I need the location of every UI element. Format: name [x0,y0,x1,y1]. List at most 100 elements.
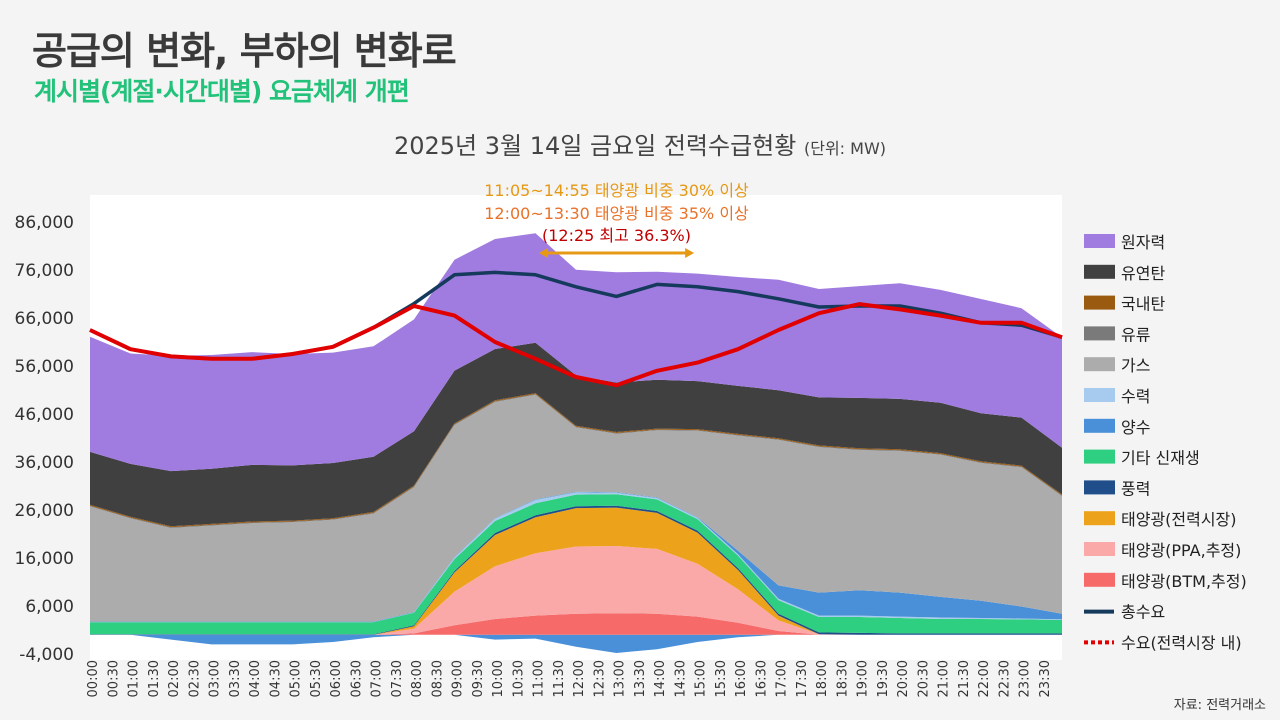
x-tick-label: 04:30 [268,660,283,697]
x-tick-label: 06:30 [349,660,364,697]
x-tick-label: 21:30 [957,660,972,697]
x-tick-label: 21:00 [937,660,952,697]
x-tick-label: 16:00 [734,660,749,697]
area-nuclear [90,233,1062,472]
area-pumped [90,634,1062,653]
page-subtitle: 계시별(계절·시간대별) 요금체계 개편 [34,77,410,106]
x-tick-label: 15:00 [694,660,709,697]
x-tick-label: 08:30 [430,660,445,697]
legend-label-market_demand: 수요(전력시장 내) [1121,633,1242,652]
x-tick-label: 12:00 [572,660,587,697]
area-pumped_gen [90,491,1062,623]
area-coal [90,342,1062,527]
x-tick-label: 18:00 [815,660,830,697]
area-solar_ppa [90,546,1062,635]
demand-lines [89,270,1063,388]
x-tick-label: 23:30 [1038,660,1053,697]
legend-swatch-solar_ppa [1084,542,1115,556]
legend-label-nuclear: 원자력 [1121,233,1165,252]
x-tick-label: 19:30 [876,660,891,697]
x-tick-label: 17:00 [775,660,790,697]
area-solar_market [90,507,1062,635]
page-title: 공급의 변화, 부하의 변화로 [32,29,457,73]
y-tick-label: 66,000 [15,309,74,329]
solar-annotation: 11:05~14:55 태양광 비중 30% 이상 12:00~13:30 태양… [484,181,749,258]
legend-label-total_demand: 총수요 [1121,603,1165,622]
x-tick-label: 03:30 [228,660,243,697]
x-tick-label: 20:00 [896,660,911,697]
x-tick-label: 02:00 [167,660,182,697]
annotation-line-3: (12:25 최고 36.3%) [542,226,691,245]
legend-swatch-other_renew [1084,449,1115,464]
x-tick-label: 01:00 [127,660,142,697]
x-tick-label: 02:30 [187,660,202,697]
annotation-line-1: 11:05~14:55 태양광 비중 30% 이상 [484,181,749,200]
y-tick-label: 6,000 [25,597,74,617]
x-tick-label: 22:30 [997,660,1012,697]
annotation-arrow-head-left [538,248,548,258]
x-tick-label: 18:30 [835,660,850,697]
legend-label-coal: 유연탄 [1121,264,1165,283]
legend-swatch-anthracite [1084,295,1115,310]
y-tick-label: 26,000 [15,501,74,521]
chart-title: 2025년 3월 14일 금요일 전력수급현황 (단위: MW) [0,126,1280,161]
legend-swatch-solar_btm [1084,572,1115,587]
x-tick-label: 15:30 [714,660,729,697]
x-tick-label: 01:30 [147,660,162,697]
legend-label-other_renew: 기타 신재생 [1121,449,1200,468]
legend-swatch-nuclear [1084,234,1115,248]
x-tick-label: 11:30 [552,660,567,697]
chart-title-text: 2025년 3월 14일 금요일 전력수급현황 [393,132,797,160]
y-tick-label: 46,000 [15,405,74,425]
legend-label-solar_ppa: 태양광(PPA,추정) [1121,541,1241,560]
x-tick-label: 11:00 [532,660,547,697]
x-tick-label: 16:30 [754,660,769,697]
x-tick-label: 23:00 [1018,660,1033,697]
area-layers [90,233,1062,653]
y-tick-label: 76,000 [15,261,74,281]
area-lng [90,394,1062,622]
x-tick-label: 17:30 [795,660,810,697]
x-tick-label: 06:00 [329,660,344,697]
x-tick-label: 03:00 [208,660,223,697]
legend-label-hydro: 수력 [1121,387,1150,406]
x-tick-label: 04:00 [248,660,263,697]
legend-label-solar_btm: 태양광(BTM,추정) [1121,572,1247,591]
x-tick-label: 19:00 [856,660,871,697]
x-tick-label: 00:00 [86,660,101,697]
legend-label-oil: 유류 [1121,325,1150,344]
legend-swatch-lng [1084,357,1115,372]
x-tick-label: 14:00 [653,660,668,697]
legend-label-anthracite: 국내탄 [1121,295,1165,314]
y-tick-label: 56,000 [15,357,74,377]
y-tick-label: 16,000 [15,549,74,569]
y-tick-label: 86,000 [15,213,74,233]
legend-label-wind: 풍력 [1121,479,1150,498]
y-axis: 86,000 76,000 66,000 56,000 46,000 36,000 26,0… [15,213,74,665]
x-tick-label: 10:30 [511,660,526,697]
annotation-arrow-head-right [685,248,695,258]
legend-swatch-hydro [1084,388,1115,402]
x-tick-label: 07:00 [370,660,385,697]
x-tick-label: 00:30 [106,660,121,697]
x-tick-label: 13:00 [613,660,628,697]
x-tick-label: 13:30 [633,660,648,697]
y-tick-label: 36,000 [15,453,74,473]
line-market_demand [89,302,1063,388]
x-tick-label: 22:00 [977,660,992,697]
annotation-line-2: 12:00~13:30 태양광 비중 35% 이상 [484,204,749,223]
legend-swatch-wind [1084,480,1115,495]
x-tick-label: 09:00 [451,660,466,697]
x-tick-label: 07:30 [390,660,405,697]
area-solar_btm [90,613,1062,635]
x-tick-label: 10:00 [491,660,506,697]
x-tick-label: 08:00 [410,660,425,697]
legend-swatch-coal [1084,264,1115,279]
y-tick-label: -4,000 [19,645,74,665]
x-axis: 00:00 00:30 01:00 01:30 02:00 02:30 03:00 03:30… [86,660,1053,697]
legend-swatch-pumped [1084,418,1115,433]
legend-label-pumped: 양수 [1121,418,1150,437]
legend-swatch-solar_market [1084,511,1115,526]
